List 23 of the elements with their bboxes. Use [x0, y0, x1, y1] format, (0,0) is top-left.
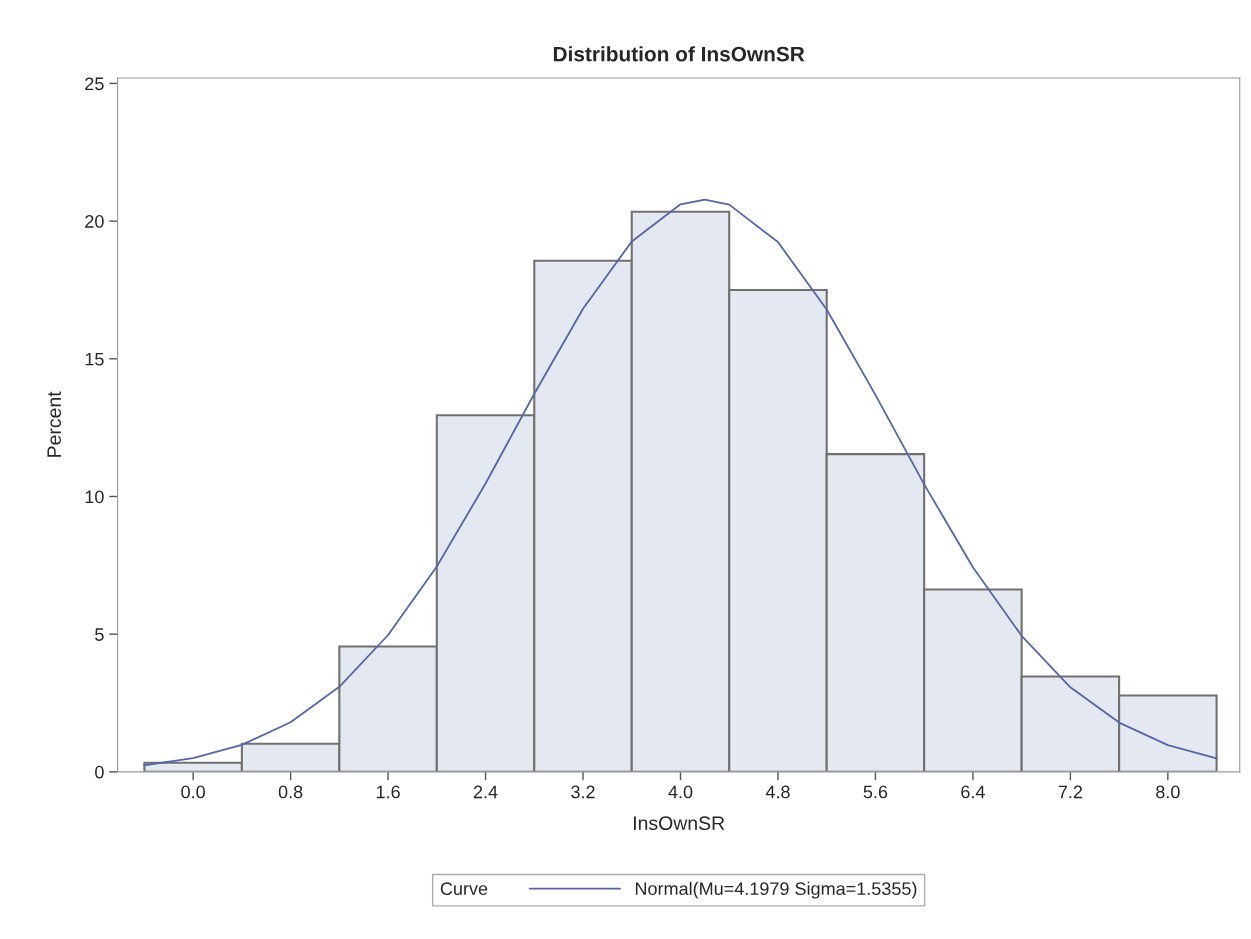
x-tick-label: 8.0: [1156, 785, 1180, 799]
x-tick-label: 1.6: [376, 785, 400, 799]
y-tick-label: 0: [95, 765, 104, 779]
x-tick-label: 6.4: [961, 785, 985, 799]
y-axis-title: Percent: [47, 391, 62, 457]
y-tick-label: 25: [85, 77, 104, 91]
y-tick-label: 15: [85, 352, 104, 366]
legend-title: Curve: [440, 882, 488, 896]
legend-label: Normal(Mu=4.1979 Sigma=1.5355): [635, 881, 917, 899]
x-tick-label: 5.6: [863, 785, 888, 799]
x-axis-title: InsOwnSR: [634, 816, 725, 831]
y-tick-label: 5: [95, 628, 104, 641]
chart-title: Distribution of InsOwnSR: [553, 46, 805, 62]
line-series: [143, 198, 1218, 767]
x-tick-label: 4.8: [765, 785, 790, 799]
y-tick-label: 20: [85, 215, 104, 228]
x-tick-label: 3.2: [571, 785, 595, 799]
y-tick-label: 10: [85, 490, 104, 504]
x-tick-label: 0.0: [181, 785, 205, 799]
x-tick-label: 7.2: [1058, 785, 1083, 799]
x-tick-label: 2.4: [473, 785, 498, 799]
x-tick-label: 0.8: [278, 785, 303, 799]
x-tick-label: 4.0: [668, 785, 693, 799]
